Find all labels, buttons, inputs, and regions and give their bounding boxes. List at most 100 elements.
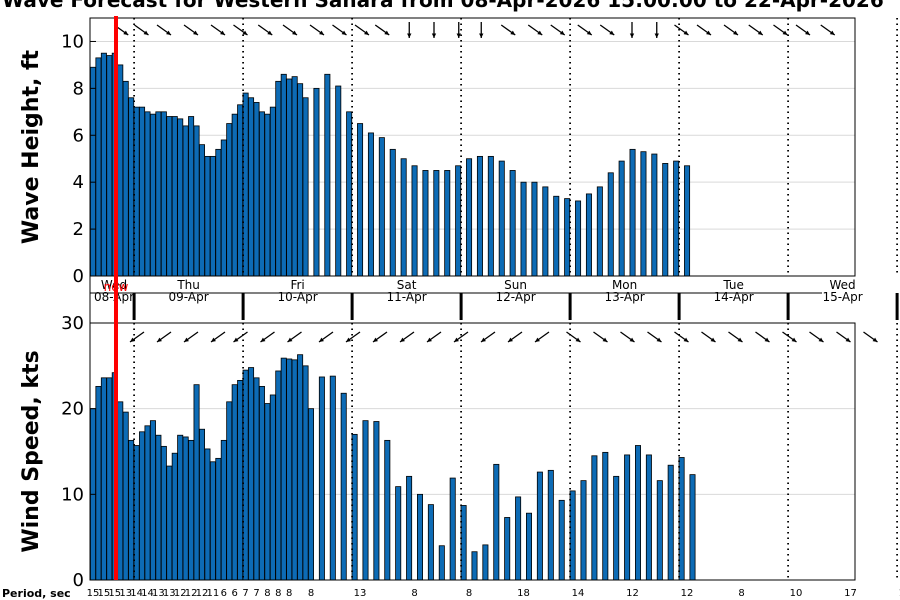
wind-bar [182, 436, 189, 581]
day-name: Sat [397, 278, 417, 292]
wind-ytick-label: 0 [73, 570, 84, 591]
wind-bar [645, 454, 652, 581]
wave-direction-arrow-icon [309, 24, 325, 36]
now-label: now [104, 280, 129, 294]
wind-bar [406, 475, 413, 581]
wind-direction-arrow-icon [129, 331, 145, 343]
wave-bar [280, 73, 287, 277]
wind-bar [139, 431, 146, 581]
wind-bar [215, 457, 222, 581]
wind-direction-arrow-icon [345, 331, 361, 343]
wave-direction-arrow-icon [773, 24, 788, 36]
wave-bar [275, 80, 282, 277]
wave-bar [171, 116, 178, 277]
wave-bar [198, 144, 205, 277]
wind-bar [547, 469, 554, 581]
wave-direction-arrow-icon [332, 24, 347, 36]
wave-bar [684, 165, 691, 277]
wave-frame [89, 17, 856, 277]
wind-direction-arrow-icon [755, 331, 770, 343]
period-value: 7 [253, 588, 259, 599]
wave-bar [237, 104, 244, 277]
wave-bar [455, 165, 462, 277]
day-name: Wed [830, 278, 856, 292]
wind-bar [166, 465, 173, 581]
wind-direction-arrow-icon [507, 331, 523, 343]
wave-bar [286, 78, 293, 277]
period-value: 13 [354, 588, 367, 599]
wave-bar [629, 148, 636, 277]
wind-bar [416, 493, 423, 581]
wind-direction-arrow-icon [836, 331, 851, 343]
wave-direction-arrow-icon [599, 24, 615, 36]
period-value: 7 [242, 588, 248, 599]
wave-direction-arrow-icon [456, 22, 461, 38]
wave-bar [220, 139, 227, 277]
wind-bar [297, 354, 304, 581]
period-label: Period, sec [2, 587, 71, 600]
wind-direction-arrow-icon [701, 331, 716, 343]
wind-bar [198, 428, 205, 581]
wave-bar [297, 83, 304, 277]
wave-bar [542, 186, 549, 277]
wave-bar [149, 113, 156, 277]
wave-bar [378, 137, 385, 277]
wind-direction-arrow-icon [233, 331, 248, 343]
wind-panel: 0 10 20 30 Wind Speed, kts [19, 313, 898, 591]
wind-bar [188, 439, 195, 581]
wave-bar [100, 52, 107, 277]
period-value: 8 [264, 588, 270, 599]
wave-direction-arrow-icon [354, 24, 370, 36]
wave-bar [204, 155, 211, 277]
wind-direction-arrow-icon [863, 331, 878, 343]
wind-bar [209, 461, 216, 581]
wind-bar [269, 394, 276, 581]
wave-direction-arrow-icon [156, 24, 172, 36]
period-value: 8 [275, 588, 281, 599]
wave-bar [242, 92, 249, 277]
wave-bar [144, 111, 151, 277]
wave-direction-arrow-icon [629, 22, 635, 38]
wave-direction-arrow-icon [550, 24, 566, 36]
wind-bar [340, 392, 347, 581]
wave-bar [166, 116, 173, 277]
period-value: 10 [790, 588, 803, 599]
wave-bar [357, 123, 364, 277]
wave-bar [324, 73, 331, 277]
day-name: Fri [290, 278, 304, 292]
period-value: 13 [152, 588, 165, 599]
period-value: 14 [141, 588, 154, 599]
wind-bar [580, 480, 587, 581]
wind-bar [656, 480, 663, 581]
wind-bar [526, 512, 533, 581]
wave-bar [585, 193, 592, 277]
wind-bar [291, 359, 298, 581]
day-name: Tue [722, 278, 744, 292]
wind-bar [220, 439, 227, 581]
wind-bar [280, 357, 287, 581]
wave-axis-label: Wave Height, ft [19, 49, 44, 244]
wind-direction-arrow-icon [534, 331, 550, 343]
wave-bar [139, 106, 146, 277]
wind-direction-arrow-icon [674, 331, 689, 343]
wave-bar [128, 97, 135, 277]
wave-direction-arrow-icon [210, 24, 226, 36]
period-value: 6 [221, 588, 227, 599]
wind-bar [275, 370, 282, 581]
wind-direction-arrow-icon [782, 331, 797, 343]
wind-direction-arrow-icon [260, 331, 275, 343]
wave-bar [520, 181, 527, 277]
wind-bar [155, 434, 162, 581]
wind-bar [689, 474, 696, 581]
wave-bar [313, 87, 320, 277]
chart-title: Wave Forecast for Western Sahara from 08… [2, 0, 884, 12]
wind-bar [667, 464, 674, 581]
wave-ytick-label: 2 [73, 219, 84, 240]
period-value: 18 [517, 588, 530, 599]
day-date: 09-Apr [169, 290, 209, 304]
wave-direction-arrow-icon [374, 24, 390, 36]
wave-bar [433, 170, 440, 277]
wave-direction-arrow-icon [500, 24, 516, 36]
wind-bar [438, 545, 445, 581]
wind-bar [515, 496, 522, 581]
